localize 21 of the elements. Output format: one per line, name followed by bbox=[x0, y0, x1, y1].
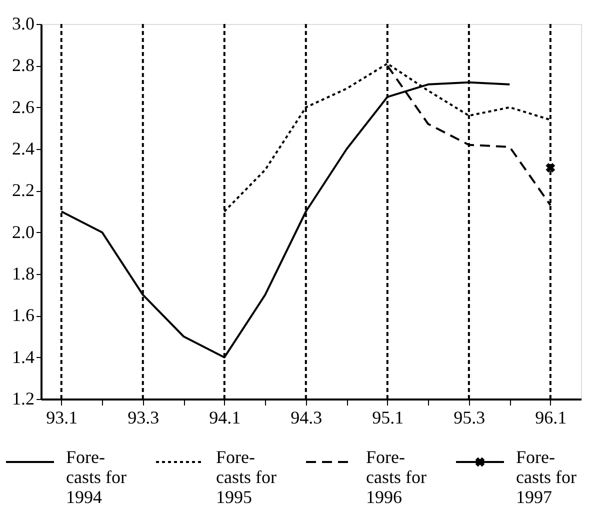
y-tick-label: 2.4 bbox=[12, 138, 34, 158]
legend-label: Fore- casts for 1995 bbox=[216, 447, 276, 507]
legend-label: Fore- casts for 1996 bbox=[366, 447, 426, 507]
y-tick-label: 3.0 bbox=[12, 14, 34, 34]
legend-label: Fore- casts for 1997 bbox=[516, 447, 576, 507]
y-tick-label: 1.2 bbox=[12, 388, 34, 408]
x-tick-label: 93.1 bbox=[46, 408, 78, 428]
y-tick-label: 2.6 bbox=[12, 96, 34, 117]
x-tick-label: 93.3 bbox=[128, 408, 160, 428]
x-tick-label: 94.3 bbox=[290, 408, 322, 428]
y-tick-label: 2.0 bbox=[12, 222, 34, 242]
y-tick-label: 1.4 bbox=[12, 346, 34, 367]
y-tick-label: 1.8 bbox=[12, 264, 34, 284]
y-tick-label: 2.2 bbox=[12, 180, 34, 200]
x-tick-label: 94.1 bbox=[209, 408, 241, 428]
legend-label: Fore- casts for 1994 bbox=[66, 447, 126, 507]
y-tick-label: 2.8 bbox=[12, 55, 34, 76]
x-tick-label: 95.1 bbox=[372, 408, 404, 428]
x-tick-label: 95.3 bbox=[454, 408, 486, 428]
y-tick-label: 1.6 bbox=[12, 305, 34, 326]
x-tick-label: 96.1 bbox=[535, 408, 567, 428]
